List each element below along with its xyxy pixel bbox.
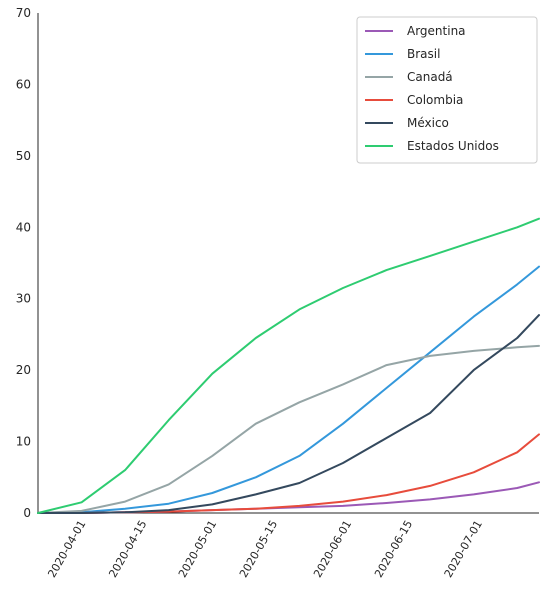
series-lines [37,217,540,514]
legend-label: Colombia [407,93,463,107]
y-tick-label: 30 [16,292,31,306]
series-line [37,314,540,514]
y-tick-label: 70 [16,6,31,20]
y-tick-label: 0 [23,506,31,520]
x-tick-label: 2020-05-15 [237,518,280,580]
legend-label: Canadá [407,70,453,84]
y-tick-label: 20 [16,363,31,377]
series-line [37,344,540,514]
legend: Argentina Brasil Canadá Colombia México Estad… [356,16,538,164]
y-tick-label: 40 [16,220,31,234]
x-tick-label: 2020-06-15 [372,518,415,580]
series-line [37,265,540,514]
x-tick-label: 2020-04-15 [106,518,149,580]
x-tick-label: 2020-04-01 [45,518,88,580]
series-line [37,217,540,514]
legend-label: México [407,116,449,130]
x-tick-label: 2020-05-01 [176,518,219,580]
series-line [37,481,540,514]
x-tick-label: 2020-06-01 [311,518,354,580]
y-tick-label: 10 [16,435,31,449]
legend-label: Argentina [407,24,466,38]
legend-label: Brasil [407,47,440,61]
legend-box [356,16,538,164]
y-tick-label: 60 [16,77,31,91]
legend-label: Estados Unidos [407,139,499,153]
x-tick-label: 2020-07-01 [442,518,485,580]
series-line [37,433,540,514]
y-tick-label: 50 [16,149,31,163]
